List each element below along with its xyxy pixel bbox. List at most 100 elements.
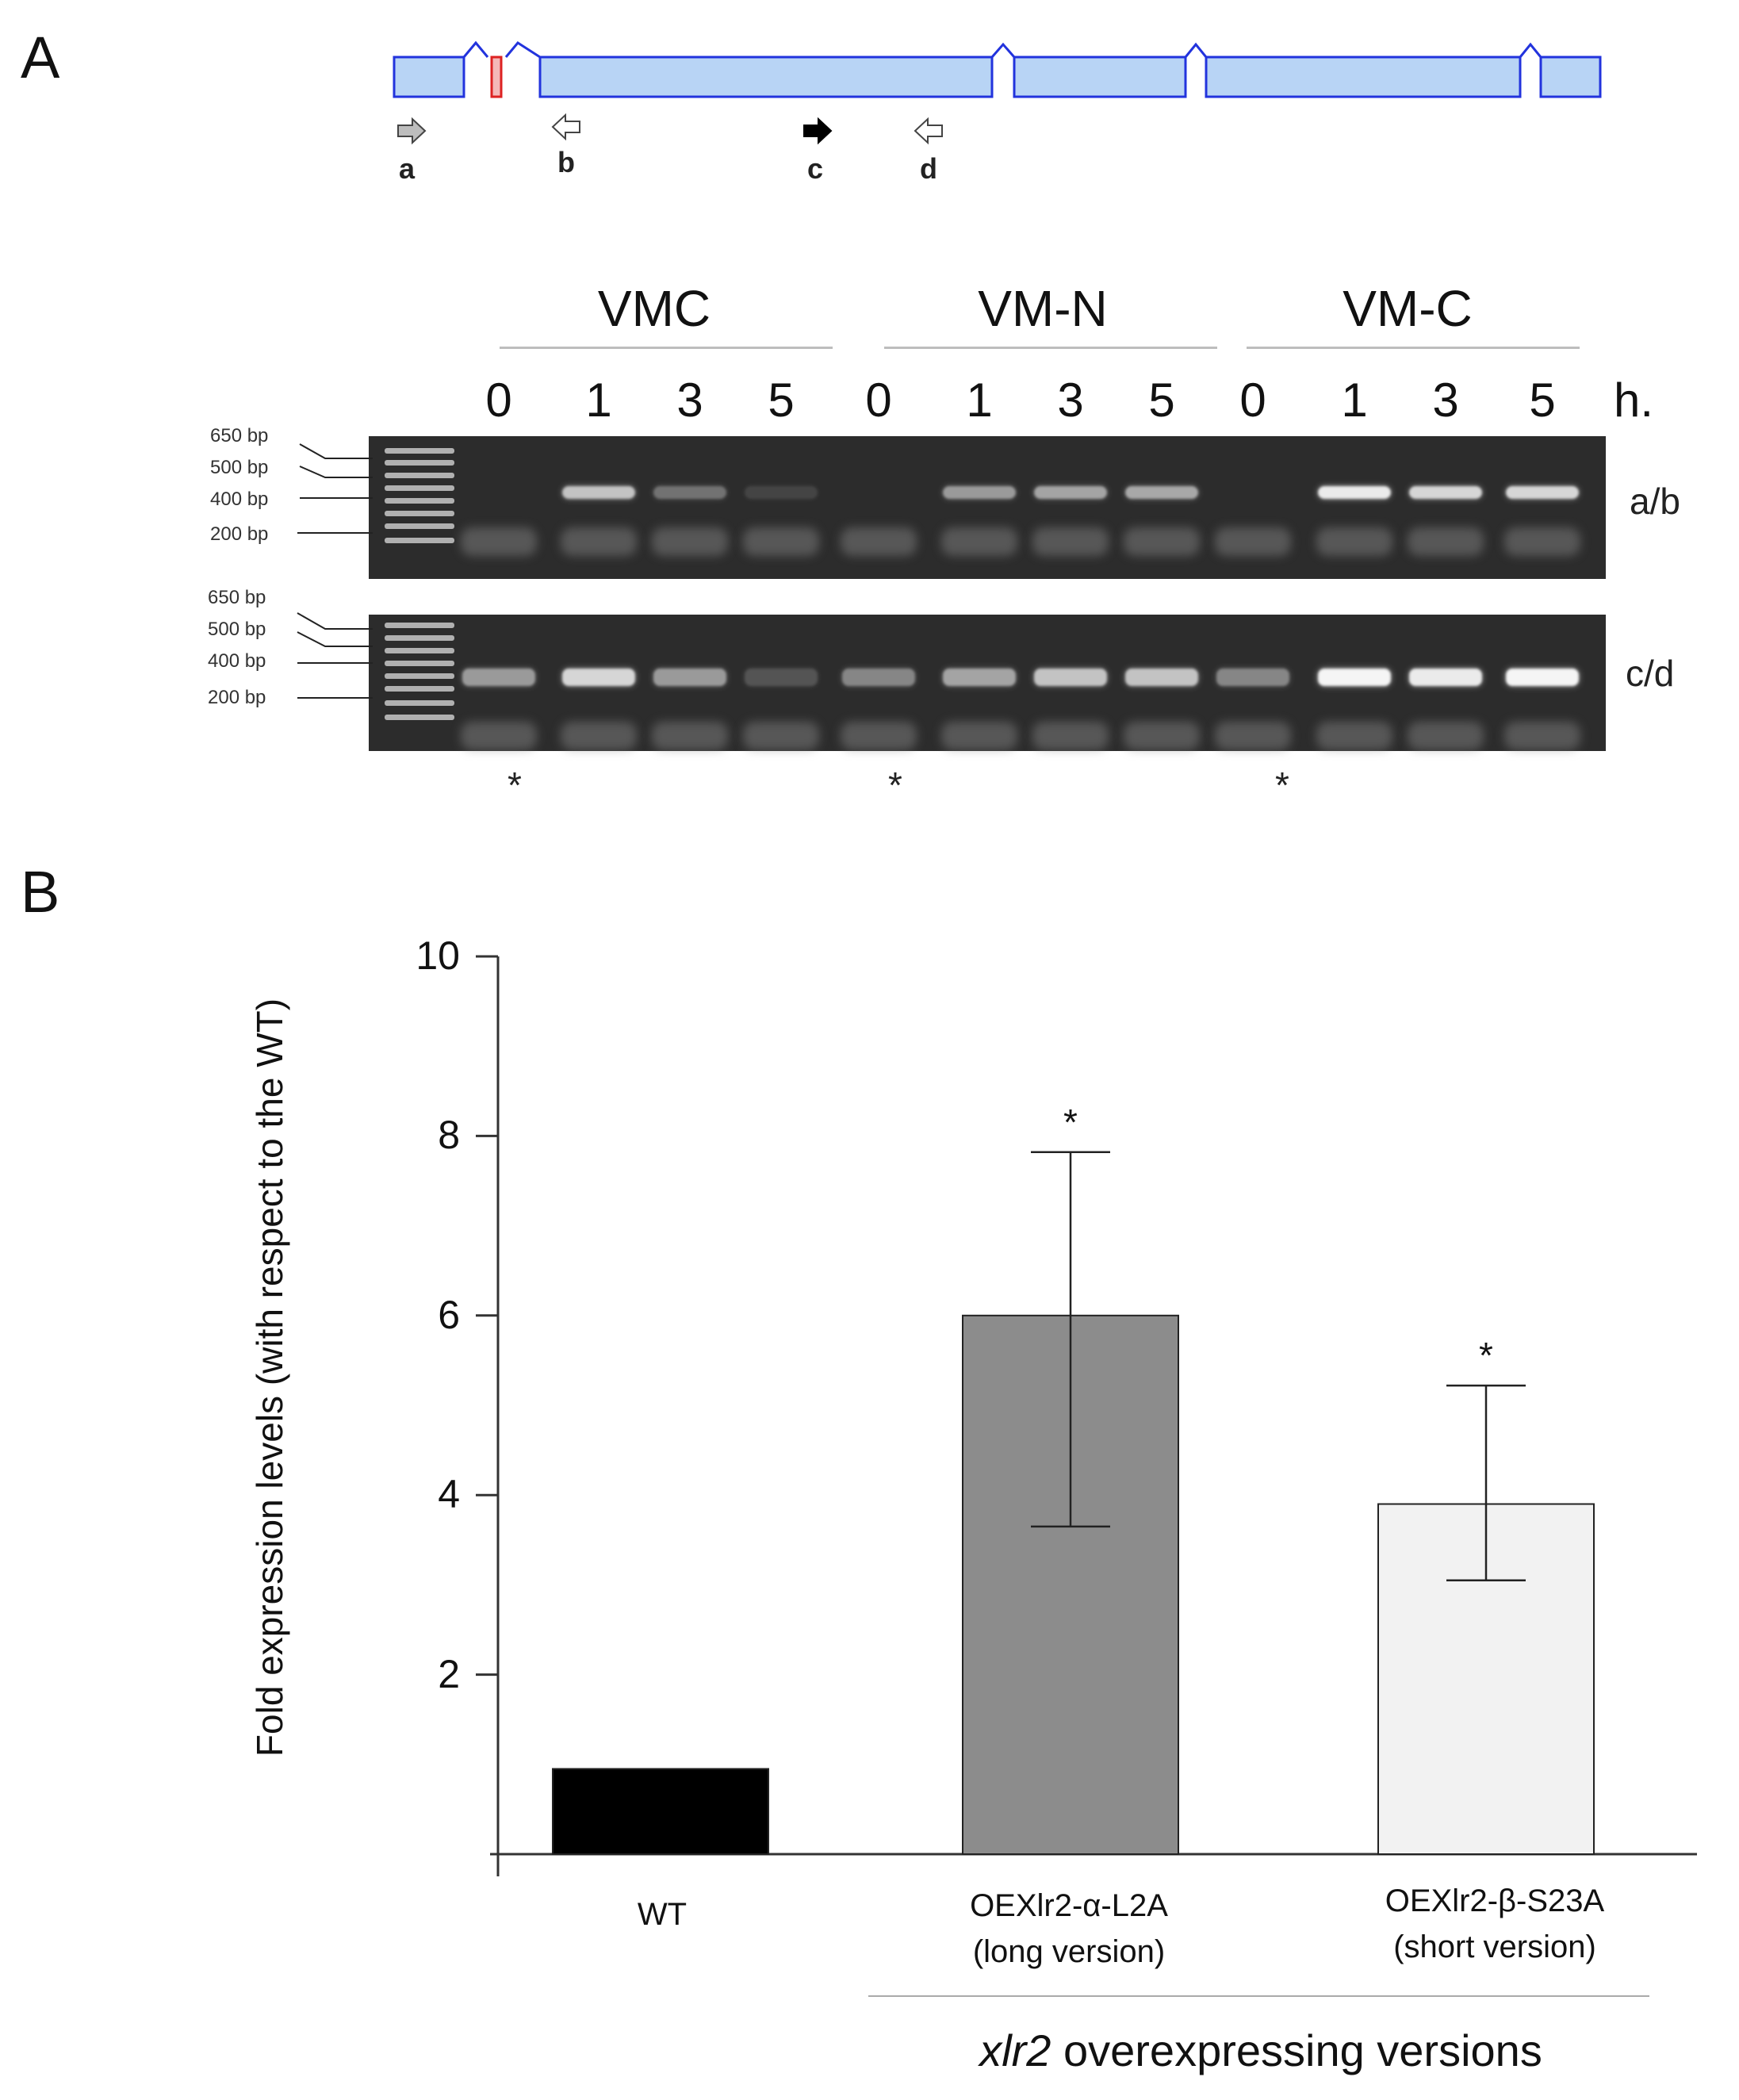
- lane-smear: [743, 722, 819, 750]
- gel-star: *: [888, 765, 902, 806]
- ladder-band: [385, 473, 454, 478]
- ladder-label-400: 400 bp: [208, 650, 266, 672]
- intron-3: [990, 42, 1016, 58]
- time-unit-label: h.: [1613, 374, 1654, 427]
- ladder-label-500: 500 bp: [210, 457, 269, 478]
- lane-smear: [1215, 722, 1291, 750]
- ladder-label-400: 400 bp: [210, 489, 269, 510]
- exon-3: [1013, 56, 1187, 98]
- lane-band: [1409, 669, 1482, 686]
- gel-group-underline: [500, 347, 833, 349]
- time-label: 0: [1239, 374, 1266, 427]
- primer-c-label: c: [807, 152, 824, 185]
- primer-d-arrow-icon: [914, 117, 943, 145]
- group-bracket-line: [868, 1995, 1649, 1997]
- time-label: 1: [1341, 374, 1368, 427]
- lane-smear: [1316, 527, 1392, 556]
- lane-band: [943, 669, 1016, 686]
- intron-4: [1184, 42, 1208, 58]
- primer-b-label: b: [557, 146, 575, 178]
- lane-band: [1216, 669, 1289, 686]
- primer-c-arrow-icon: [803, 117, 833, 145]
- y-tick-label: 8: [438, 1113, 460, 1158]
- y-tick-label: 2: [438, 1651, 460, 1696]
- lane-band: [745, 486, 818, 499]
- significance-star: *: [1479, 1335, 1493, 1376]
- exon-2: [538, 56, 994, 98]
- ladder-label-200: 200 bp: [208, 687, 266, 708]
- group-caption-text: overexpressing versions: [1051, 2025, 1542, 2075]
- time-label: 1: [966, 374, 993, 427]
- gene-name: xlr2: [979, 2025, 1051, 2075]
- ladder-band: [385, 498, 454, 504]
- gel-group-underline: [884, 347, 1217, 349]
- lane-smear: [1215, 527, 1291, 556]
- primer-d-label: d: [920, 152, 937, 185]
- gel-star: *: [508, 765, 522, 806]
- ladder-band: [385, 460, 454, 466]
- lane-band: [842, 669, 915, 686]
- lane-smear: [1408, 722, 1484, 750]
- lane-smear: [941, 527, 1017, 556]
- ladder-band: [385, 538, 454, 543]
- lane-band: [1506, 669, 1579, 686]
- lane-band: [1409, 486, 1482, 499]
- primer-a-arrow-icon: [397, 117, 427, 145]
- ladder-band: [385, 686, 454, 692]
- intron-5: [1519, 42, 1542, 58]
- time-label: 5: [1148, 374, 1175, 427]
- gel-group-vm-n: VM-N: [978, 280, 1108, 337]
- time-label: 3: [676, 374, 703, 427]
- lane-smear: [461, 722, 537, 750]
- gene-structure-diagram: [393, 40, 1602, 145]
- primer-a-label: a: [399, 152, 416, 185]
- gel-label-cd: c/d: [1626, 653, 1675, 694]
- lane-smear: [461, 527, 537, 556]
- alternative-exon-marker: [490, 56, 503, 98]
- lane-smear: [561, 527, 637, 556]
- lane-smear: [841, 722, 917, 750]
- panel-b-label: B: [21, 859, 60, 925]
- lane-band: [1318, 486, 1391, 499]
- lane-band: [653, 669, 726, 686]
- time-label: 5: [768, 374, 795, 427]
- time-label: 0: [865, 374, 892, 427]
- lane-band: [1125, 486, 1198, 499]
- ladder-band: [385, 648, 454, 653]
- lane-smear: [743, 527, 819, 556]
- category-label-short: OEXlr2-β-S23A (short version): [1328, 1878, 1661, 1970]
- ladder-band: [385, 485, 454, 491]
- lane-band: [1125, 669, 1198, 686]
- gel-group-vmc: VMC: [597, 280, 711, 337]
- lane-band: [1034, 669, 1107, 686]
- lane-smear: [561, 722, 637, 750]
- lane-smear: [652, 722, 728, 750]
- lane-band: [562, 486, 635, 499]
- lane-band: [653, 486, 726, 499]
- gel-star: *: [1275, 765, 1289, 806]
- ladder-band: [385, 623, 454, 628]
- category-sublabel: (long version): [972, 1934, 1166, 1969]
- category-name: WT: [637, 1897, 688, 1932]
- lane-smear: [841, 527, 917, 556]
- gel-group-underline: [1247, 347, 1580, 349]
- exon-4: [1205, 56, 1522, 98]
- significance-star: *: [1063, 1102, 1078, 1143]
- panel-a-label: A: [21, 25, 60, 90]
- lane-smear: [1032, 527, 1109, 556]
- gel-label-ab: a/b: [1630, 481, 1680, 522]
- gel-group-vm-c: VM-C: [1343, 280, 1473, 337]
- category-name: OEXlr2-α-L2A: [970, 1888, 1168, 1923]
- lane-smear: [1408, 527, 1484, 556]
- y-tick-label: 6: [438, 1292, 460, 1337]
- category-label-wt: WT: [496, 1891, 829, 1937]
- intron-1: [462, 40, 489, 58]
- lane-band: [462, 669, 535, 686]
- ladder-band: [385, 511, 454, 516]
- category-sublabel: (short version): [1393, 1929, 1596, 1964]
- time-label: 3: [1057, 374, 1084, 427]
- lane-smear: [652, 527, 728, 556]
- intron-2: [504, 41, 541, 59]
- lane-smear: [1504, 527, 1580, 556]
- ladder-label-650: 650 bp: [208, 587, 266, 608]
